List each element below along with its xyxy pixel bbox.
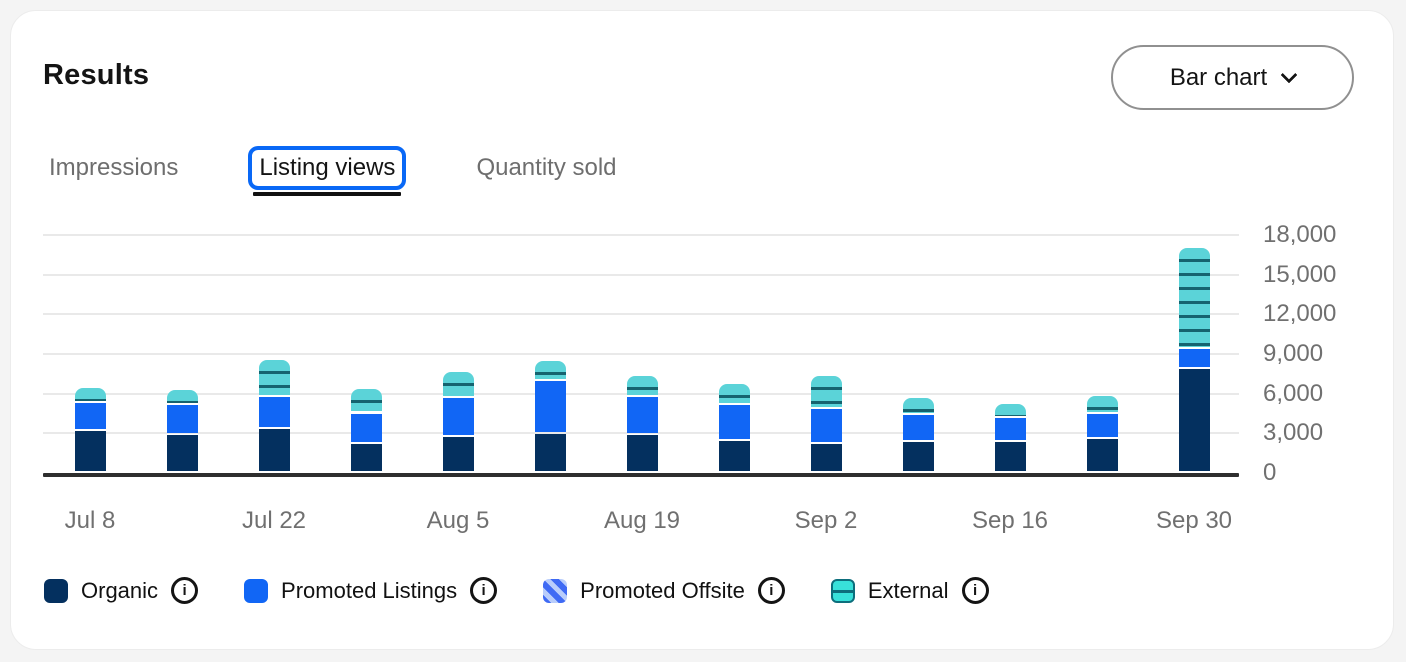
bar-segment-organic[interactable]	[74, 430, 106, 471]
legend-item-promoted-offsite: Promoted Offsite i	[543, 577, 785, 604]
legend-label: External	[867, 577, 949, 603]
page-title: Results	[43, 59, 150, 91]
bar-group[interactable]	[74, 388, 106, 471]
bar-segment-organic[interactable]	[258, 428, 290, 471]
bar-segment-external[interactable]	[258, 359, 290, 395]
bar-segment-promoted-listings[interactable]	[718, 404, 750, 439]
y-axis-label: 18,000	[1263, 221, 1337, 248]
x-axis-label: Aug 19	[603, 507, 681, 534]
bar-segment-promoted-listings[interactable]	[810, 408, 842, 442]
legend-swatch-external-icon	[830, 578, 855, 603]
bar-segment-promoted-listings[interactable]	[902, 414, 934, 440]
y-axis-label: 0	[1263, 459, 1277, 486]
x-axis-label: Sep 30	[1155, 507, 1233, 534]
bar-group[interactable]	[1178, 247, 1210, 471]
bar-segment-organic[interactable]	[1086, 439, 1118, 471]
legend-item-organic: Organic i	[44, 577, 199, 604]
info-icon[interactable]: i	[961, 577, 989, 604]
bar-segment-external[interactable]	[350, 389, 382, 412]
gridline	[43, 432, 1239, 435]
bar-segment-external[interactable]	[166, 389, 198, 403]
chart-type-dropdown[interactable]: Bar chart	[1111, 45, 1354, 110]
legend-label: Promoted Offsite	[580, 577, 745, 603]
bar-segment-promoted-listings[interactable]	[166, 404, 198, 434]
bar-segment-promoted-listings[interactable]	[994, 418, 1026, 440]
tab-listing-views[interactable]: Listing views	[248, 146, 407, 196]
bar-segment-external[interactable]	[718, 384, 750, 403]
bar-group[interactable]	[350, 389, 382, 471]
info-icon[interactable]: i	[757, 577, 785, 604]
y-axis-label: 3,000	[1263, 419, 1324, 447]
bar-group[interactable]	[718, 384, 750, 471]
bar-segment-organic[interactable]	[902, 441, 934, 471]
info-icon[interactable]: i	[470, 577, 498, 604]
bar-segment-external[interactable]	[626, 375, 658, 395]
bar-segment-external[interactable]	[810, 375, 842, 407]
bar-segment-organic[interactable]	[166, 435, 198, 471]
legend-label: Promoted Listings	[281, 577, 458, 603]
bar-segment-organic[interactable]	[442, 437, 474, 471]
bar-segment-external[interactable]	[1086, 396, 1118, 413]
tab-quantity-sold[interactable]: Quantity sold	[476, 154, 617, 181]
gridline	[43, 313, 1239, 316]
y-axis-label: 15,000	[1263, 260, 1337, 288]
bar-segment-promoted-listings[interactable]	[74, 402, 106, 429]
legend-label: Organic	[81, 577, 159, 603]
legend-swatch-promoted-offsite-icon	[543, 578, 568, 603]
y-axis-label: 12,000	[1263, 300, 1337, 328]
x-axis-label: Sep 16	[971, 507, 1049, 534]
results-card: Results Bar chart Impressions Listing vie…	[10, 10, 1394, 650]
bar-segment-external[interactable]	[1178, 247, 1210, 347]
bar-segment-external[interactable]	[442, 371, 474, 396]
x-axis-label: Jul 8	[64, 507, 116, 534]
y-axis-label: 9,000	[1263, 340, 1324, 367]
chevron-down-icon	[1280, 66, 1298, 83]
legend: Organic i Promoted Listings i Promoted Offsi…	[44, 577, 989, 604]
tab-impressions[interactable]: Impressions	[49, 154, 179, 181]
legend-swatch-promoted-listings-icon	[244, 578, 269, 603]
bar-group[interactable]	[442, 371, 474, 471]
gridline	[43, 234, 1239, 236]
info-icon[interactable]: i	[171, 577, 199, 604]
gridline	[43, 273, 1239, 276]
bar-group[interactable]	[994, 404, 1026, 471]
bar-group[interactable]	[534, 360, 566, 471]
axis-baseline	[43, 473, 1239, 477]
bar-group[interactable]	[810, 375, 842, 471]
bar-segment-external[interactable]	[534, 360, 566, 380]
bar-group[interactable]	[258, 359, 290, 471]
legend-item-external: External i	[830, 577, 989, 604]
bar-segment-promoted-listings[interactable]	[442, 397, 474, 436]
bar-segment-organic[interactable]	[350, 443, 382, 471]
bar-segment-promoted-listings[interactable]	[350, 413, 382, 442]
bar-segment-organic[interactable]	[626, 435, 658, 471]
bar-segment-promoted-listings[interactable]	[258, 396, 290, 427]
bar-group[interactable]	[626, 375, 658, 471]
bar-segment-organic[interactable]	[534, 433, 566, 471]
chart-type-label: Bar chart	[1169, 63, 1268, 91]
y-axis-label: 6,000	[1263, 379, 1324, 407]
bar-segment-organic[interactable]	[718, 440, 750, 471]
x-axis-label: Aug 5	[426, 507, 490, 534]
legend-item-promoted-listings: Promoted Listings i	[244, 577, 498, 604]
bar-segment-external[interactable]	[994, 404, 1026, 417]
bar-segment-promoted-listings[interactable]	[1086, 414, 1118, 438]
bar-segment-external[interactable]	[902, 397, 934, 413]
bar-group[interactable]	[1086, 396, 1118, 471]
bar-segment-promoted-listings[interactable]	[626, 396, 658, 434]
tabs: Impressions Listing views Quantity sold	[43, 135, 623, 201]
gridline	[43, 353, 1239, 355]
bar-segment-promoted-listings[interactable]	[534, 381, 566, 432]
bar-segment-organic[interactable]	[1178, 369, 1210, 471]
bar-segment-organic[interactable]	[994, 441, 1026, 471]
legend-swatch-organic-icon	[44, 578, 68, 603]
bar-group[interactable]	[902, 397, 934, 471]
x-axis-label: Sep 2	[794, 507, 858, 534]
x-axis-label: Jul 22	[241, 507, 307, 534]
bar-group[interactable]	[166, 389, 198, 471]
bar-segment-promoted-listings[interactable]	[1178, 348, 1210, 368]
bar-segment-external[interactable]	[74, 388, 106, 401]
bar-segment-organic[interactable]	[810, 443, 842, 471]
